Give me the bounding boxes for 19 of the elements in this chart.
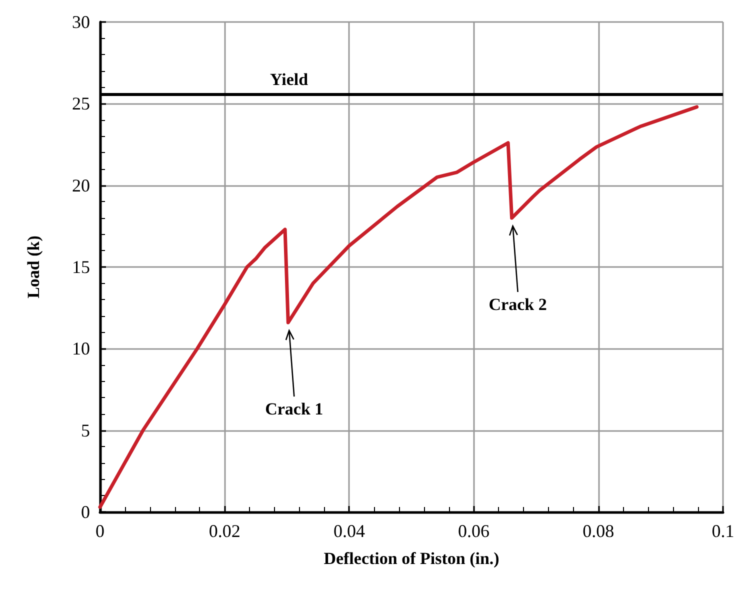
y-axis-title: Load (k) <box>24 236 43 298</box>
annotation: Crack 1 <box>265 400 324 419</box>
y-tick-label: 20 <box>72 175 90 196</box>
y-tick-label: 15 <box>72 257 90 277</box>
x-tick-label: 0 <box>96 521 104 541</box>
x-axis-title: Deflection of Piston (in.) <box>324 549 500 568</box>
y-tick-label: 5 <box>81 420 90 440</box>
x-tick-label: 0.08 <box>582 521 614 541</box>
y-tick-label: 25 <box>72 94 90 114</box>
line-series <box>98 105 699 509</box>
x-tick-label: 0.02 <box>208 521 240 541</box>
y-tick-label: 10 <box>72 338 90 359</box>
ref-line-label: Yield <box>270 70 309 89</box>
annotation: Crack 2 <box>488 295 547 314</box>
y-tick-label: 30 <box>72 12 90 32</box>
x-tick-label: 0.1 <box>712 521 734 541</box>
x-tick-label: 0.04 <box>333 521 365 541</box>
y-tick-label: 0 <box>81 502 90 522</box>
x-tick-label: 0.06 <box>458 521 490 541</box>
